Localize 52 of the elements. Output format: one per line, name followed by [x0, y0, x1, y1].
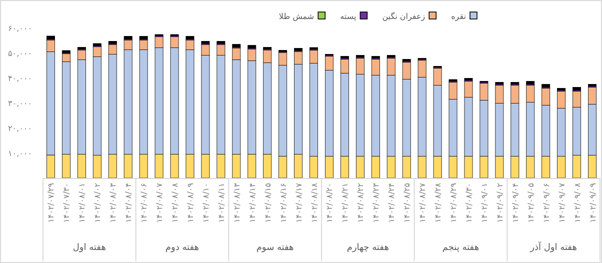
y-tick-label: ۶۰,۰۰۰: [8, 24, 32, 33]
x-tick-label: ۱۴۰۲/۰۸/۳۰: [464, 183, 474, 223]
x-tick-label: ۱۴۰۲/۰۸/۰۷: [155, 182, 164, 223]
legend-label: پسته: [340, 12, 356, 21]
y-tick-label: ۴۰,۰۰۰: [8, 74, 32, 83]
x-tick-label: ۱۴۰۲/۰۸/۱۵: [263, 183, 272, 223]
x-tick-label: ۱۴۰۲/۰۸/۲۵: [402, 183, 412, 223]
x-tick-label: ۱۴۰۲/۰۷/۳۰: [62, 183, 72, 223]
text: هفته دوم: [165, 243, 200, 253]
x-tick-label: ۱۴۰۲/۰۸/۰۸: [170, 182, 180, 223]
x-tick-label: ۱۴۰۲/۰۸/۰۳: [108, 182, 118, 223]
x-tick-label: ۱۴۰۲/۰۸/۱۰: [201, 183, 210, 223]
x-tick-label: ۱۴۰۲/۰۸/۰۴: [124, 183, 134, 223]
legend-label: نقره: [451, 12, 466, 21]
x-tick-label: ۱۴۰۲/۰۹/۰۲: [495, 183, 504, 223]
x-tick-label: ۱۴۰۲/۰۷/۲۹: [46, 183, 56, 223]
x-tick-label: ۱۴۰۲/۰۸/۲۸: [434, 182, 443, 223]
x-tick-label: ۱۴۰۲/۰۸/۱۳: [232, 182, 242, 223]
legend-label: شمش طلا: [278, 12, 314, 21]
x-tick-label: ۱۴۰۲/۰۹/۰۵: [526, 183, 536, 223]
legend-label: زعفران نگین: [382, 11, 426, 21]
y-tick-label: ۱۰,۰۰۰: [8, 149, 32, 158]
x-tick-label: ۱۴۰۲/۰۹/۰۱: [480, 183, 489, 223]
x-tick-label: ۱۴۰۲/۰۹/۰۸: [572, 182, 582, 223]
x-tick-label: ۱۴۰۲/۰۸/۱۶: [278, 183, 288, 223]
x-tick-label: ۱۴۰۲/۰۹/۰۶: [542, 183, 551, 223]
x-tick-label: ۱۴۰۲/۰۸/۲۷: [418, 182, 428, 223]
x-tick-label: ۱۴۰۲/۰۸/۲۲: [356, 183, 366, 223]
x-tick-label: ۱۴۰۲/۰۸/۰۲: [93, 183, 102, 223]
text: هفته اول آذر: [529, 241, 578, 253]
y-tick-label: ۲۰,۰۰۰: [8, 124, 32, 133]
y-tick-label: ۵۰,۰۰۰: [8, 49, 32, 58]
x-tick-label: ۱۴۰۲/۰۸/۲۹: [449, 183, 458, 223]
x-tick-label: ۱۴۰۲/۰۹/۰۹: [588, 183, 598, 223]
x-tick-label: ۱۴۰۲/۰۸/۱۴: [248, 183, 257, 223]
x-tick-label: ۱۴۰۲/۰۸/۰۶: [140, 183, 149, 223]
x-tick-label: ۱۴۰۲/۰۸/۲۰: [325, 183, 334, 223]
x-tick-label: ۱۴۰۲/۰۸/۲۴: [387, 183, 396, 223]
x-tick-label: ۱۴۰۲/۰۹/۰۷: [557, 182, 566, 223]
text: هفته پنجم: [442, 243, 480, 253]
text: هفته سوم: [256, 243, 294, 253]
x-tick-label: ۱۴۰۲/۰۸/۲۳: [372, 182, 381, 223]
text: هفته چهارم: [346, 243, 390, 253]
x-tick-label: ۱۴۰۲/۰۸/۲۱: [340, 183, 350, 223]
text: هفته اول: [72, 243, 106, 253]
x-tick-label: ۱۴۰۲/۰۸/۱۸: [310, 182, 319, 223]
x-tick-label: ۱۴۰۲/۰۸/۱۷: [294, 182, 304, 223]
y-tick-label: ۳۰,۰۰۰: [8, 99, 32, 108]
x-tick-label: ۱۴۰۲/۰۸/۰۱: [78, 183, 87, 223]
x-tick-label: ۱۴۰۲/۰۹/۰۴: [510, 183, 520, 223]
x-tick-label: ۱۴۰۲/۰۸/۱۱: [216, 183, 226, 223]
x-tick-label: ۱۴۰۲/۰۸/۰۹: [186, 183, 195, 223]
